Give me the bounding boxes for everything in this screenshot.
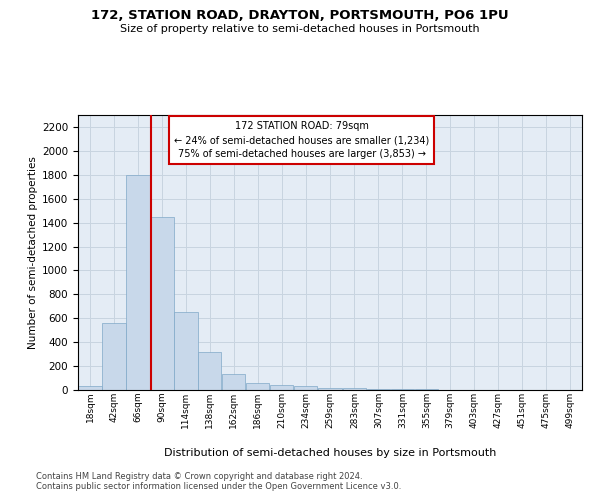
Text: 172, STATION ROAD, DRAYTON, PORTSMOUTH, PO6 1PU: 172, STATION ROAD, DRAYTON, PORTSMOUTH, … <box>91 9 509 22</box>
Text: 172 STATION ROAD: 79sqm
← 24% of semi-detached houses are smaller (1,234)
75% of: 172 STATION ROAD: 79sqm ← 24% of semi-de… <box>174 121 429 159</box>
Bar <box>367 389 390 390</box>
Bar <box>174 312 197 390</box>
Text: Contains HM Land Registry data © Crown copyright and database right 2024.: Contains HM Land Registry data © Crown c… <box>36 472 362 481</box>
Text: Contains public sector information licensed under the Open Government Licence v3: Contains public sector information licen… <box>36 482 401 491</box>
Bar <box>246 384 269 390</box>
Bar <box>270 384 293 390</box>
Bar <box>222 374 245 390</box>
Bar <box>78 386 102 390</box>
Text: Size of property relative to semi-detached houses in Portsmouth: Size of property relative to semi-detach… <box>120 24 480 34</box>
Text: Distribution of semi-detached houses by size in Portsmouth: Distribution of semi-detached houses by … <box>164 448 496 458</box>
Bar <box>391 389 414 390</box>
Bar <box>343 388 366 390</box>
Bar <box>318 388 342 390</box>
Bar <box>102 323 125 390</box>
Bar <box>294 386 317 390</box>
Bar <box>198 352 221 390</box>
Bar <box>150 216 173 390</box>
Y-axis label: Number of semi-detached properties: Number of semi-detached properties <box>28 156 38 349</box>
Bar <box>126 175 149 390</box>
